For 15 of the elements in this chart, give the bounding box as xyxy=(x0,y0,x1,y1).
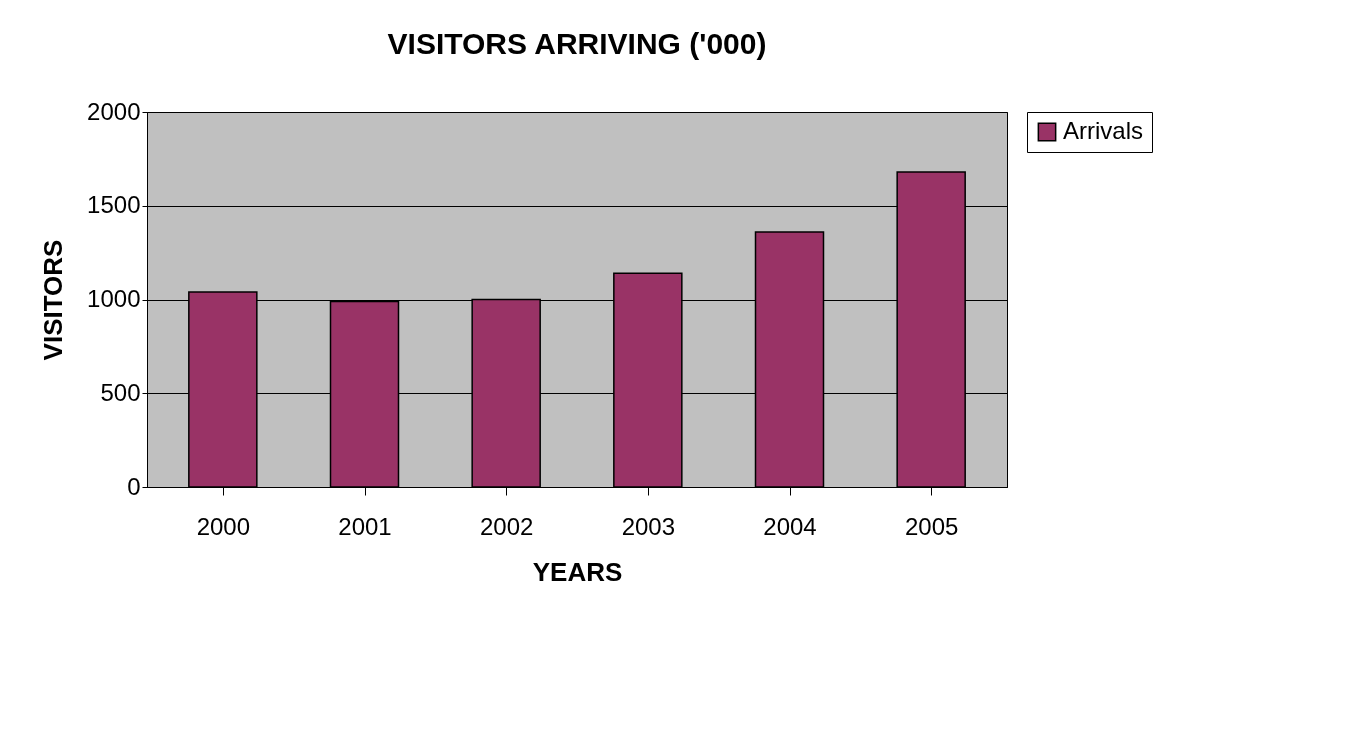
chart-title: VISITORS ARRIVING ('000) xyxy=(387,27,767,60)
y-tick-label: 2000 xyxy=(87,97,141,125)
x-tick-label: 2000 xyxy=(196,512,251,540)
y-axis-title: VISITORS xyxy=(38,239,69,361)
x-tick-label: 2004 xyxy=(763,512,817,540)
x-axis-title: YEARS xyxy=(532,556,623,587)
y-tick-label: 500 xyxy=(100,378,141,406)
y-tick-label: 1500 xyxy=(87,191,141,219)
y-tick-label: 0 xyxy=(127,472,141,500)
x-tick-label: 2001 xyxy=(338,512,392,540)
y-tick-label: 1000 xyxy=(87,285,141,312)
x-tick-label: 2005 xyxy=(904,512,959,540)
x-tick-label: 2002 xyxy=(479,512,534,540)
x-tick-label: 2003 xyxy=(621,512,676,540)
legend-label: Arrivals xyxy=(1063,117,1144,144)
